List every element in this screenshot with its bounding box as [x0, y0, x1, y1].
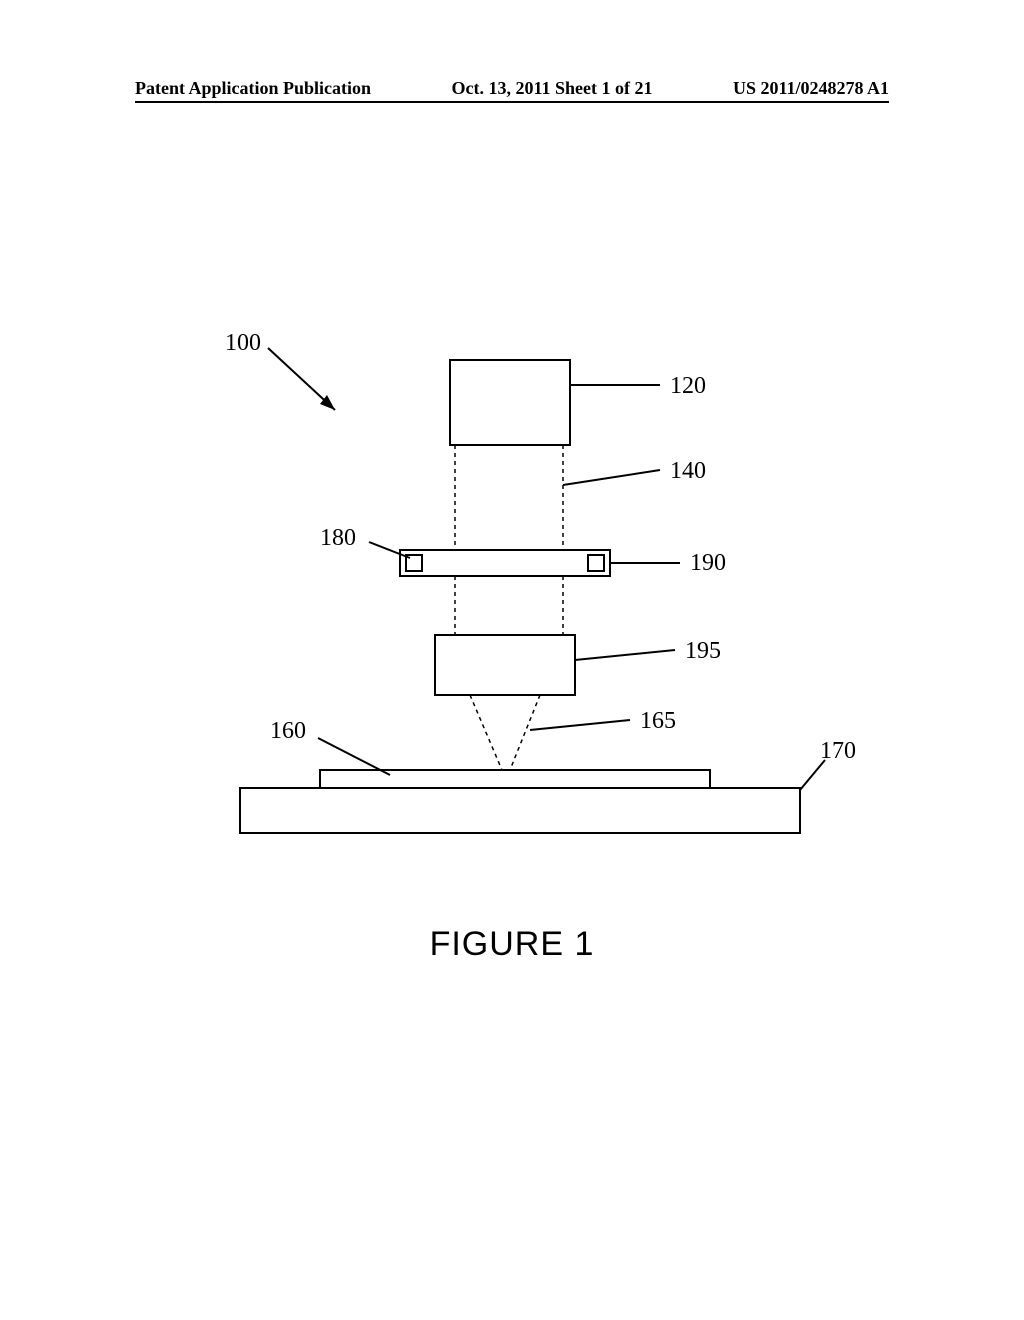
- component-195: [435, 635, 575, 695]
- header-center: Oct. 13, 2011 Sheet 1 of 21: [452, 78, 653, 99]
- header-right: US 2011/0248278 A1: [733, 78, 889, 99]
- leader-140: [563, 470, 660, 485]
- leader-170: [800, 760, 825, 790]
- leader-195: [575, 650, 675, 660]
- figure-caption: FIGURE 1: [0, 925, 1024, 964]
- component-120: [450, 360, 570, 445]
- component-180-right: [588, 555, 604, 571]
- leader-165: [530, 720, 630, 730]
- label-195: 195: [685, 638, 721, 664]
- header-left: Patent Application Publication: [135, 78, 371, 99]
- label-180: 180: [320, 525, 356, 551]
- beam-165-left: [470, 695, 502, 770]
- component-160: [320, 770, 710, 788]
- page-header: Patent Application Publication Oct. 13, …: [135, 78, 889, 103]
- label-100: 100: [225, 330, 261, 356]
- patent-figure-diagram: 100 120 140 180 190 195 160 165 170: [0, 300, 1024, 900]
- component-170: [240, 788, 800, 833]
- label-160: 160: [270, 718, 306, 744]
- label-120: 120: [670, 373, 706, 399]
- component-190: [400, 550, 610, 576]
- label-165: 165: [640, 708, 676, 734]
- figure-svg: 100 120 140 180 190 195 160 165 170: [0, 300, 1024, 900]
- label-140: 140: [670, 458, 706, 484]
- beam-165-right: [510, 695, 540, 770]
- label-170: 170: [820, 738, 856, 764]
- label-190: 190: [690, 550, 726, 576]
